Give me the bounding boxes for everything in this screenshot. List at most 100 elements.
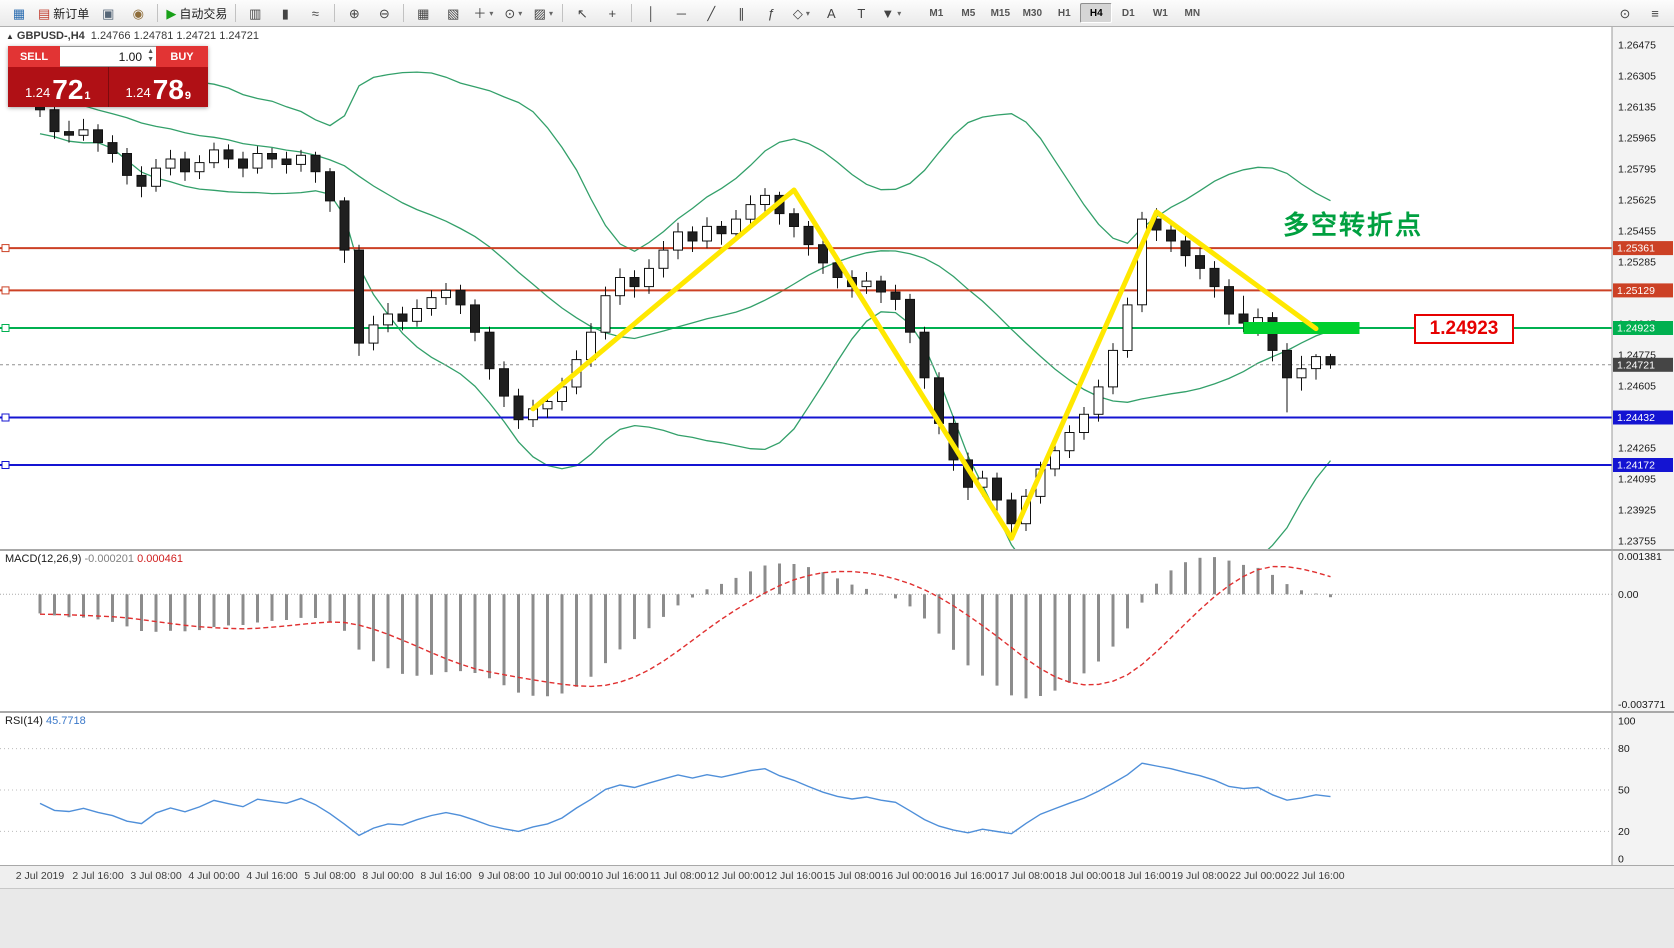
tile-windows-icon[interactable]: ▦: [408, 2, 438, 24]
text-icon-glyph: A: [826, 5, 836, 21]
trendline-icon-glyph: ╱: [707, 5, 716, 21]
macd-panel[interactable]: 0.001381 0.00 -0.003771 MACD(12,26,9) -0.0…: [0, 551, 1674, 711]
buy-button[interactable]: BUY: [156, 46, 208, 67]
price-tags: 1.25361 1.25129 1.24923 1.24432 1.24172 1.247…: [1613, 241, 1673, 472]
text-label-icon[interactable]: T: [846, 2, 876, 24]
timeframe-M5[interactable]: M5: [961, 7, 976, 19]
shapes-icon[interactable]: ◇ ▾: [792, 5, 810, 21]
cursor-icon[interactable]: ↖: [567, 2, 597, 24]
chart-window-icon[interactable]: ▣: [93, 2, 123, 24]
turning-point-annotation[interactable]: 多空转折点: [1283, 210, 1424, 240]
candlestick-chart-icon-glyph: ▮: [281, 5, 289, 21]
toolbar-separator: [235, 4, 237, 22]
timeframe-M1[interactable]: M1: [929, 7, 944, 19]
timeframe-W1[interactable]: W1: [1152, 7, 1168, 19]
candle: [702, 225, 712, 242]
volume-up-icon[interactable]: ▲: [147, 48, 154, 55]
fibonacci-icon[interactable]: ƒ: [756, 2, 786, 24]
timeframe-MN[interactable]: MN: [1184, 7, 1201, 19]
sell-price[interactable]: 1.24 72 1: [24, 74, 91, 106]
candle: [107, 142, 118, 154]
trendline-icon[interactable]: ╱: [696, 2, 726, 24]
time-label: 5 Jul 08:00: [304, 870, 356, 882]
svg-text:1.26135: 1.26135: [1618, 102, 1656, 114]
time-axis[interactable]: 2 Jul 2019 2 Jul 16:00 3 Jul 08:00 4 Jul 00…: [0, 866, 1674, 889]
svg-text:1.23755: 1.23755: [1618, 536, 1656, 548]
yellow-zigzag[interactable]: [530, 187, 1319, 541]
buy-price[interactable]: 1.24 78 9: [125, 74, 192, 106]
price-callout-label[interactable]: 1.24923: [1414, 314, 1514, 344]
shapes-icon-glyph: ◇: [792, 5, 803, 21]
candle: [658, 249, 669, 269]
bar-chart-icon[interactable]: ▥: [240, 2, 270, 24]
candle: [484, 331, 495, 370]
time-label: 4 Jul 00:00: [188, 870, 240, 882]
panel-splitter[interactable]: [0, 549, 1674, 551]
periods-icon[interactable]: ⊙ ▾: [504, 5, 523, 21]
time-label: 19 Jul 08:00: [1171, 870, 1229, 882]
turning-point-zone[interactable]: [1243, 322, 1360, 334]
rsi-line: [39, 762, 1331, 837]
candle: [673, 231, 683, 251]
autotrading-button[interactable]: ▶ 自动交易: [166, 5, 228, 21]
channel-icon[interactable]: ∥: [726, 2, 756, 24]
svg-text:1.25285: 1.25285: [1618, 257, 1656, 269]
timeframe-toolbar: M1 M5 M15 M30 H1 H4 D1 W1 MN: [920, 3, 1208, 23]
price-chart[interactable]: 1.26475 1.26305 1.26135 1.25965 1.25795 1.256…: [0, 27, 1674, 588]
macd-scale[interactable]: 0.001381 0.00 -0.003771: [1611, 551, 1674, 711]
timeframe-M30[interactable]: M30: [1022, 7, 1043, 19]
candle: [760, 194, 770, 205]
time-label: 15 Jul 08:00: [823, 870, 881, 882]
svg-text:1.24432: 1.24432: [1617, 412, 1655, 424]
candlestick-chart-icon[interactable]: ▮: [270, 2, 300, 24]
toolbar-right-group: ⊙ ≡: [1610, 2, 1670, 24]
zoom-in-icon-glyph: ⊕: [348, 5, 360, 21]
terminal-icon[interactable]: ▦: [4, 2, 34, 24]
candle: [1238, 313, 1249, 324]
indicators-icon-glyph: ＋: [473, 5, 487, 21]
volume-steppers[interactable]: ▲ ▼: [147, 48, 154, 65]
timeframe-M15[interactable]: M15: [990, 7, 1011, 19]
rsi-panel[interactable]: 100 80 50 20 0 RSI(14) 45.7718: [0, 713, 1674, 866]
text-icon[interactable]: A: [816, 2, 846, 24]
collapse-arrow-icon[interactable]: ▲: [6, 32, 14, 41]
templates-icon[interactable]: ▨ ▾: [533, 5, 553, 21]
candle: [919, 331, 930, 379]
timeframe-H4[interactable]: H4: [1080, 3, 1113, 23]
candle: [731, 218, 741, 235]
time-label: 22 Jul 00:00: [1229, 870, 1287, 882]
panel-splitter: [0, 865, 1674, 866]
timeframe-H1[interactable]: H1: [1057, 7, 1071, 19]
symbol-name: GBPUSD-,H4: [16, 30, 85, 42]
zoom-out-icon[interactable]: ⊖: [369, 2, 399, 24]
panel-splitter[interactable]: [0, 711, 1674, 713]
candle: [296, 154, 306, 165]
candle: [209, 149, 219, 164]
quick-menu-icon[interactable]: ≡: [1651, 5, 1659, 21]
new-order-button[interactable]: ▤ 新订单: [38, 5, 90, 21]
profiles-icon[interactable]: ◉: [123, 2, 153, 24]
crosshair-icon[interactable]: +: [597, 2, 627, 24]
line-chart-icon[interactable]: ≈: [300, 2, 330, 24]
svg-text:1.24265: 1.24265: [1618, 443, 1656, 455]
horizontal-lines[interactable]: [0, 244, 1612, 469]
time-label: 17 Jul 08:00: [997, 870, 1055, 882]
zoom-out-icon-glyph: ⊖: [378, 5, 390, 21]
timeframe-D1[interactable]: D1: [1121, 7, 1135, 19]
arrows-icon[interactable]: ▼ ▾: [881, 5, 902, 21]
main-chart-panel[interactable]: 1.26475 1.26305 1.26135 1.25965 1.25795 1.256…: [0, 27, 1674, 588]
svg-text:1.26305: 1.26305: [1618, 71, 1656, 83]
volume-input[interactable]: 1.00 ▲ ▼: [60, 46, 156, 67]
search-icon[interactable]: ⊙: [1619, 5, 1631, 21]
zoom-in-icon[interactable]: ⊕: [339, 2, 369, 24]
horizontal-line-icon[interactable]: ─: [666, 2, 696, 24]
auto-arrange-icon[interactable]: ▧: [438, 2, 468, 24]
svg-text:20: 20: [1618, 826, 1630, 838]
vertical-line-icon[interactable]: │: [636, 2, 666, 24]
svg-text:100: 100: [1618, 716, 1636, 728]
sell-button[interactable]: SELL: [8, 46, 60, 67]
indicators-icon[interactable]: ＋ ▾: [473, 5, 494, 21]
svg-text:50: 50: [1618, 785, 1630, 797]
volume-down-icon[interactable]: ▼: [147, 56, 154, 64]
rsi-scale[interactable]: 100 80 50 20 0: [1611, 713, 1674, 866]
